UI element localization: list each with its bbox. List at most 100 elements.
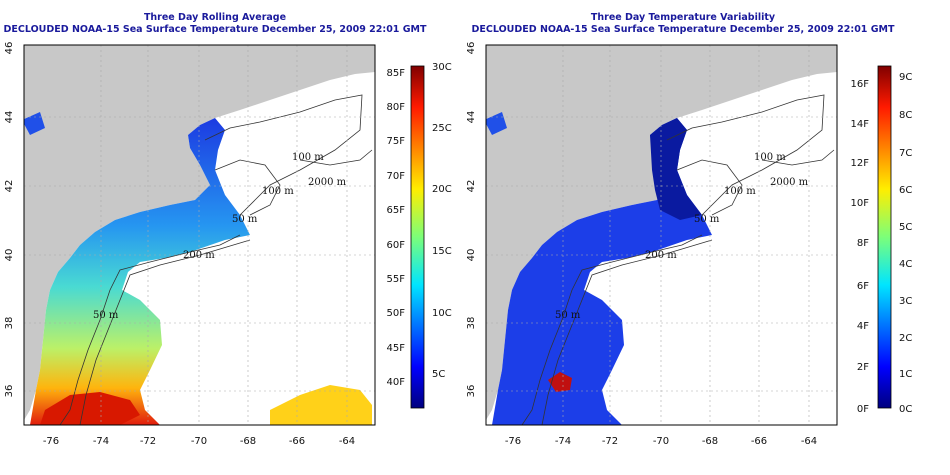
right-cbar-c: 6C <box>899 185 912 196</box>
left-x-tick: -64 <box>339 436 355 447</box>
right-land-maritimes <box>762 45 837 66</box>
right-contour-label: 50 m <box>694 214 720 225</box>
right-cbar-c: 7C <box>899 148 912 159</box>
left-cbar-c: 30C <box>432 62 452 73</box>
right-cape-patch <box>486 112 507 135</box>
right-cbar-f: 4F <box>857 321 869 332</box>
left-colorbar: 30C 25C 20C 15C 10C 5C 85F 80F 75F 70F 6… <box>387 62 452 409</box>
left-x-tick: -76 <box>43 436 59 447</box>
right-cbar-f: 14F <box>851 119 870 130</box>
left-graticule <box>24 45 375 425</box>
left-colorbar-ramp <box>410 65 425 409</box>
left-cbar-c: 25C <box>432 123 452 134</box>
right-y-tick: 40 <box>466 249 477 262</box>
right-contour-label: 100 m <box>754 152 786 163</box>
right-y-tick: 36 <box>466 385 477 398</box>
right-contour-label: 100 m <box>724 186 756 197</box>
right-cbar-f: 12F <box>851 158 870 169</box>
left-cbar-c: 10C <box>432 308 452 319</box>
right-variability-dark <box>650 118 702 220</box>
left-contour-label: 50 m <box>232 214 258 225</box>
left-x-tick: -66 <box>289 436 305 447</box>
left-cbar-f: 75F <box>387 136 406 147</box>
right-colorbar-ramp <box>877 65 892 409</box>
right-y-tick: 46 <box>466 42 477 55</box>
right-cbar-c: 4C <box>899 259 912 270</box>
left-cbar-f: 70F <box>387 171 406 182</box>
right-cbar-c: 2C <box>899 333 912 344</box>
left-map-frame <box>23 44 376 426</box>
right-cbar-f: 10F <box>851 198 870 209</box>
right-cbar-c: 0C <box>899 404 912 415</box>
left-sst-offshore-yellow <box>270 385 372 425</box>
right-cbar-c: 1C <box>899 369 912 380</box>
right-x-tick: -74 <box>555 436 571 447</box>
right-contours <box>521 94 835 425</box>
left-title-line2: DECLOUDED NOAA-15 Sea Surface Temperatur… <box>3 24 427 35</box>
left-cbar-f: 65F <box>387 205 406 216</box>
left-contour-label: 200 m <box>183 250 215 261</box>
left-x-tick: -68 <box>240 436 256 447</box>
right-cbar-c: 8C <box>899 110 912 121</box>
left-cbar-f: 55F <box>387 274 406 285</box>
left-sst-cape-patch <box>24 112 45 135</box>
left-sst-field <box>30 118 250 425</box>
left-x-tick: -74 <box>93 436 109 447</box>
right-y-axis: 36 38 40 42 44 46 <box>466 42 477 398</box>
right-y-tick: 42 <box>466 180 477 193</box>
right-title-line1: Three Day Temperature Variability <box>590 12 776 23</box>
right-cbar-f: 16F <box>851 79 870 90</box>
right-contour-label: 2000 m <box>770 177 809 188</box>
left-cbar-f: 85F <box>387 68 406 79</box>
left-contour-label: 2000 m <box>308 177 347 188</box>
right-contour-label: 50 m <box>555 310 581 321</box>
right-x-tick: -72 <box>602 436 618 447</box>
left-cbar-c: 20C <box>432 184 452 195</box>
right-cbar-c: 5C <box>899 222 912 233</box>
right-land <box>486 45 837 420</box>
right-title: Three Day Temperature Variability DECLOU… <box>448 12 918 36</box>
left-y-tick: 42 <box>4 180 15 193</box>
left-cbar-f: 40F <box>387 377 406 388</box>
right-x-tick: -70 <box>653 436 669 447</box>
left-contours <box>59 94 373 425</box>
left-land-maritimes <box>300 45 375 66</box>
left-y-tick: 40 <box>4 249 15 262</box>
left-map: 100 m 2000 m 100 m 50 m 200 m 50 m -76 -… <box>4 42 452 447</box>
left-cbar-c: 5C <box>432 369 445 380</box>
left-cbar-f: 60F <box>387 240 406 251</box>
right-cbar-c: 3C <box>899 296 912 307</box>
left-cbar-c: 15C <box>432 246 452 257</box>
left-x-axis: -76 -74 -72 -70 -68 -66 -64 <box>43 436 355 447</box>
left-y-tick: 36 <box>4 385 15 398</box>
right-x-tick: -76 <box>505 436 521 447</box>
right-x-tick: -68 <box>702 436 718 447</box>
left-y-tick: 44 <box>4 111 15 124</box>
left-contour-label: 50 m <box>93 310 119 321</box>
right-y-tick: 38 <box>466 317 477 330</box>
right-graticule <box>486 45 837 425</box>
left-x-tick: -70 <box>191 436 207 447</box>
left-title: Three Day Rolling Average DECLOUDED NOAA… <box>0 12 450 36</box>
right-colorbar: 9C 8C 7C 6C 5C 4C 3C 2C 1C 0C 16F 14F 12… <box>851 65 912 415</box>
left-cbar-f: 45F <box>387 343 406 354</box>
right-map: 100 m 2000 m 100 m 50 m 200 m 50 m -76 -… <box>466 42 912 447</box>
right-cbar-f: 6F <box>857 281 869 292</box>
right-x-tick: -66 <box>751 436 767 447</box>
left-y-axis: 36 38 40 42 44 46 <box>4 42 15 398</box>
right-x-tick: -64 <box>801 436 817 447</box>
right-cbar-f: 8F <box>857 238 869 249</box>
left-y-tick: 46 <box>4 42 15 55</box>
left-cbar-f: 80F <box>387 102 406 113</box>
right-x-axis: -76 -74 -72 -70 -68 -66 -64 <box>505 436 817 447</box>
right-map-frame <box>485 44 838 426</box>
right-variability-field <box>492 118 712 425</box>
right-contour-label: 200 m <box>645 250 677 261</box>
right-cbar-f: 2F <box>857 362 869 373</box>
right-cbar-c: 9C <box>899 72 912 83</box>
left-land <box>24 45 375 420</box>
left-contour-label: 100 m <box>292 152 324 163</box>
left-title-line1: Three Day Rolling Average <box>143 12 287 23</box>
left-y-tick: 38 <box>4 317 15 330</box>
